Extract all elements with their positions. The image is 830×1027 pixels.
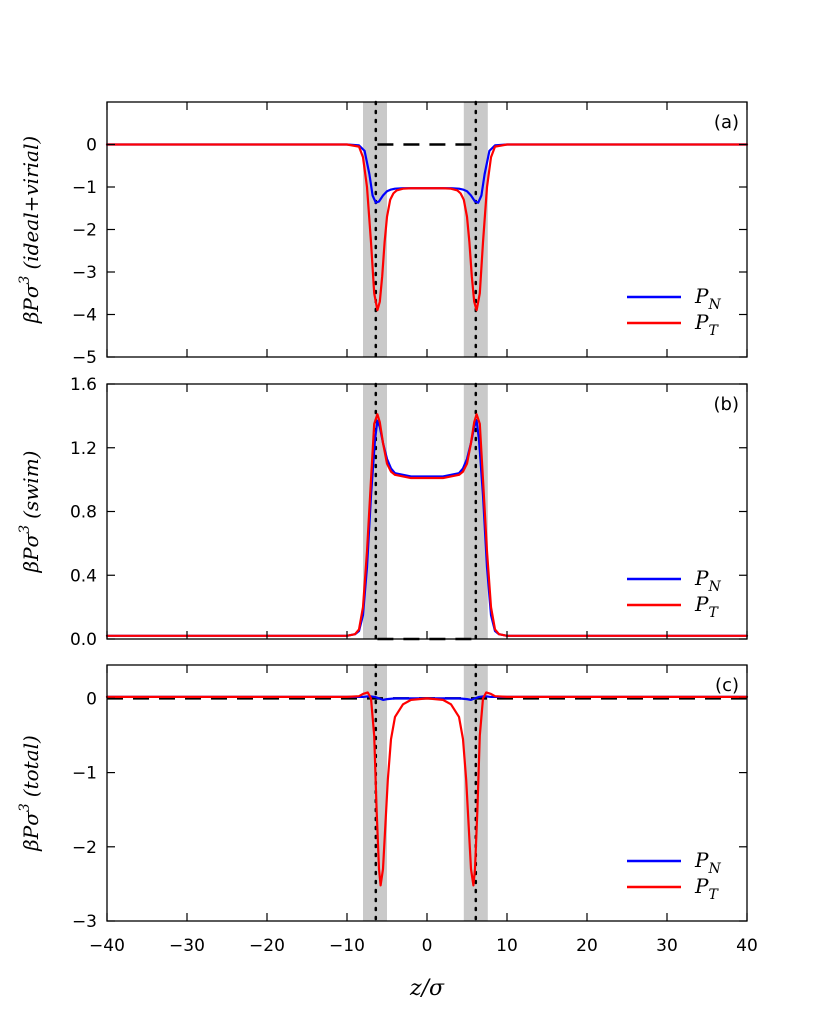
y-axis-label: βPσ3 (total) <box>17 735 43 852</box>
legend-label: PN <box>694 566 721 595</box>
legend-label-base: P <box>694 310 709 334</box>
x-tick-label: 20 <box>576 936 598 956</box>
x-tick-label: 10 <box>496 936 518 956</box>
legend-label-subscript: N <box>707 579 721 595</box>
y-tick-label: −3 <box>72 263 97 283</box>
plot-frame <box>106 383 748 640</box>
x-tick-label: 30 <box>656 936 678 956</box>
y-tick-label: −2 <box>72 221 97 241</box>
panel-label: (b) <box>714 394 739 415</box>
x-tick-label: 40 <box>736 936 758 956</box>
panel-c: 0 −1 −2 −3 −40 −30 −20 −10 0 10 20 30 40 (c) βPσ3 (tota… <box>17 663 758 956</box>
plot-frame <box>106 664 748 922</box>
series-line-p-t <box>105 413 749 637</box>
y-label-qualifier: (ideal+virial) <box>19 136 43 270</box>
y-label-exponent: 3 <box>17 803 33 812</box>
y-tick-label: −1 <box>72 764 97 784</box>
panel-label: (c) <box>715 675 739 696</box>
y-label-qualifier: (total) <box>19 735 43 797</box>
y-tick-label: 1.6 <box>70 375 97 395</box>
x-tick-label: 0 <box>422 936 433 956</box>
y-tick-label: −3 <box>72 912 97 932</box>
x-tick-label: −20 <box>249 936 285 956</box>
y-tick-label: 0 <box>86 136 97 156</box>
legend-label-base: P <box>694 284 709 308</box>
legend-label-base: P <box>694 874 709 898</box>
legend-label-base: P <box>694 566 709 590</box>
legend-label-base: P <box>694 592 709 616</box>
y-tick-label: 0 <box>86 689 97 709</box>
legend-label: PN <box>694 848 721 877</box>
y-axis-label: βPσ3 (swim) <box>17 451 43 574</box>
legend-label-subscript: T <box>708 323 719 339</box>
legend-label: PT <box>694 874 719 903</box>
series-line-p-t <box>105 143 749 312</box>
y-tick-label: −1 <box>72 178 97 198</box>
y-label-qualifier: (swim) <box>19 451 43 519</box>
legend-label-base: P <box>694 848 709 872</box>
x-tick-label: −10 <box>329 936 365 956</box>
legend-label: PN <box>694 284 721 313</box>
x-tick-label: −30 <box>169 936 205 956</box>
y-tick-label: −2 <box>72 838 97 858</box>
y-label-base: βPσ <box>19 283 43 324</box>
legend-label: PT <box>694 592 719 621</box>
x-axis-label: z/σ <box>409 976 445 1001</box>
series-line-p-n <box>105 143 749 204</box>
y-label-base: βPσ <box>19 532 43 573</box>
legend-label-subscript: T <box>708 605 719 621</box>
legend-label-subscript: N <box>707 861 721 877</box>
series-line-p-n <box>105 419 749 637</box>
panel-label: (a) <box>714 112 739 133</box>
legend-label-subscript: T <box>708 887 719 903</box>
plot-frame <box>106 101 748 358</box>
y-label-base: βPσ <box>19 811 43 852</box>
y-tick-label: 0.4 <box>70 566 97 586</box>
y-label-exponent: 3 <box>17 275 33 284</box>
legend-label-subscript: N <box>707 297 721 313</box>
y-tick-label: −4 <box>72 306 97 326</box>
y-label-exponent: 3 <box>17 525 33 534</box>
y-tick-label: 0.0 <box>70 630 97 650</box>
x-axis-title: z/σ <box>409 976 445 1001</box>
y-tick-label: 0.8 <box>70 503 97 523</box>
y-tick-label: 1.2 <box>70 439 97 459</box>
y-axis-label: βPσ3 (ideal+virial) <box>17 136 43 324</box>
series-line-p-t <box>105 691 749 887</box>
y-tick-label: −5 <box>72 348 97 368</box>
x-tick-label: −40 <box>89 936 125 956</box>
legend-label: PT <box>694 310 719 339</box>
